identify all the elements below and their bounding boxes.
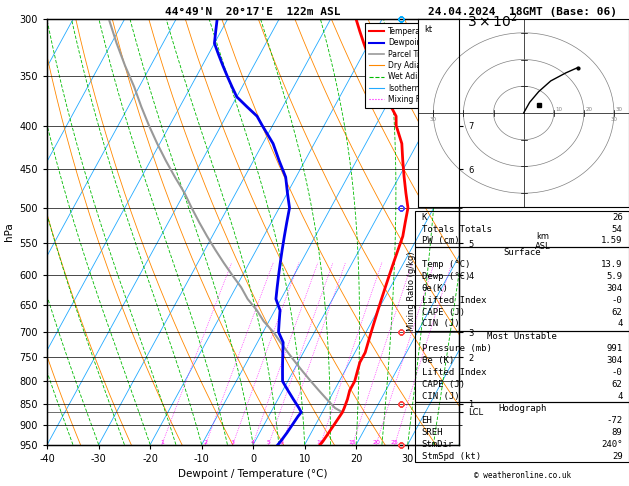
Text: 5.9: 5.9 xyxy=(606,272,623,281)
Text: StmSpd (kt): StmSpd (kt) xyxy=(421,452,481,461)
Text: Lifted Index: Lifted Index xyxy=(421,295,486,305)
Text: © weatheronline.co.uk: © weatheronline.co.uk xyxy=(474,471,571,480)
Text: 13.9: 13.9 xyxy=(601,260,623,269)
Text: 20: 20 xyxy=(372,440,380,445)
Text: 1.59: 1.59 xyxy=(601,237,623,245)
Text: CIN (J): CIN (J) xyxy=(421,392,459,400)
Bar xyxy=(415,247,629,331)
Text: Mixing Ratio (g/kg): Mixing Ratio (g/kg) xyxy=(408,252,416,331)
Text: 26: 26 xyxy=(612,212,623,222)
Text: -0: -0 xyxy=(612,368,623,377)
Text: 89: 89 xyxy=(612,428,623,437)
Bar xyxy=(415,331,629,402)
Text: -0: -0 xyxy=(612,295,623,305)
Text: θe (K): θe (K) xyxy=(421,356,454,365)
Text: 44°49'N  20°17'E  122m ASL: 44°49'N 20°17'E 122m ASL xyxy=(165,7,341,17)
Text: 304: 304 xyxy=(606,284,623,293)
Text: 10: 10 xyxy=(555,106,562,112)
Text: 5: 5 xyxy=(267,440,270,445)
Text: Totals Totals: Totals Totals xyxy=(421,225,491,234)
Text: 304: 304 xyxy=(606,356,623,365)
Text: Dewp (°C): Dewp (°C) xyxy=(421,272,470,281)
Text: 62: 62 xyxy=(612,380,623,389)
Text: 4: 4 xyxy=(251,440,255,445)
Bar xyxy=(415,402,629,462)
Text: K: K xyxy=(421,212,427,222)
Legend: Temperature, Dewpoint, Parcel Trajectory, Dry Adiabat, Wet Adiabat, Isotherm, Mi: Temperature, Dewpoint, Parcel Trajectory… xyxy=(365,23,455,107)
Text: -72: -72 xyxy=(606,416,623,425)
Text: 24.04.2024  18GMT (Base: 06): 24.04.2024 18GMT (Base: 06) xyxy=(428,7,616,17)
Text: StmDir: StmDir xyxy=(421,440,454,449)
Text: Surface: Surface xyxy=(503,248,541,257)
Text: Most Unstable: Most Unstable xyxy=(487,332,557,341)
Text: EH: EH xyxy=(421,416,432,425)
Text: 2: 2 xyxy=(204,440,208,445)
Text: 25: 25 xyxy=(391,440,399,445)
Text: Lifted Index: Lifted Index xyxy=(421,368,486,377)
Text: kt: kt xyxy=(425,25,433,34)
Text: 3: 3 xyxy=(231,440,235,445)
Text: 6: 6 xyxy=(280,440,284,445)
Text: 29: 29 xyxy=(612,452,623,461)
Text: CAPE (J): CAPE (J) xyxy=(421,380,465,389)
X-axis label: Dewpoint / Temperature (°C): Dewpoint / Temperature (°C) xyxy=(179,469,328,479)
Text: 15: 15 xyxy=(348,440,357,445)
Text: 62: 62 xyxy=(612,308,623,316)
Y-axis label: km
ASL: km ASL xyxy=(535,232,550,251)
Text: CAPE (J): CAPE (J) xyxy=(421,308,465,316)
Text: 10: 10 xyxy=(316,440,325,445)
Y-axis label: hPa: hPa xyxy=(4,223,14,242)
Text: Hodograph: Hodograph xyxy=(498,404,546,413)
Text: θe(K): θe(K) xyxy=(421,284,448,293)
Text: CIN (J): CIN (J) xyxy=(421,319,459,329)
Text: 30: 30 xyxy=(430,117,437,122)
Text: 54: 54 xyxy=(612,225,623,234)
Text: 991: 991 xyxy=(606,344,623,353)
Text: SREH: SREH xyxy=(421,428,443,437)
Text: 30: 30 xyxy=(611,117,618,122)
Text: 30: 30 xyxy=(615,106,623,112)
Text: PW (cm): PW (cm) xyxy=(421,237,459,245)
Text: 20: 20 xyxy=(586,106,593,112)
Text: Temp (°C): Temp (°C) xyxy=(421,260,470,269)
Text: 4: 4 xyxy=(617,319,623,329)
Text: 240°: 240° xyxy=(601,440,623,449)
Text: 4: 4 xyxy=(617,392,623,400)
Text: Pressure (mb): Pressure (mb) xyxy=(421,344,491,353)
Text: 1: 1 xyxy=(160,440,164,445)
Bar xyxy=(415,211,629,247)
